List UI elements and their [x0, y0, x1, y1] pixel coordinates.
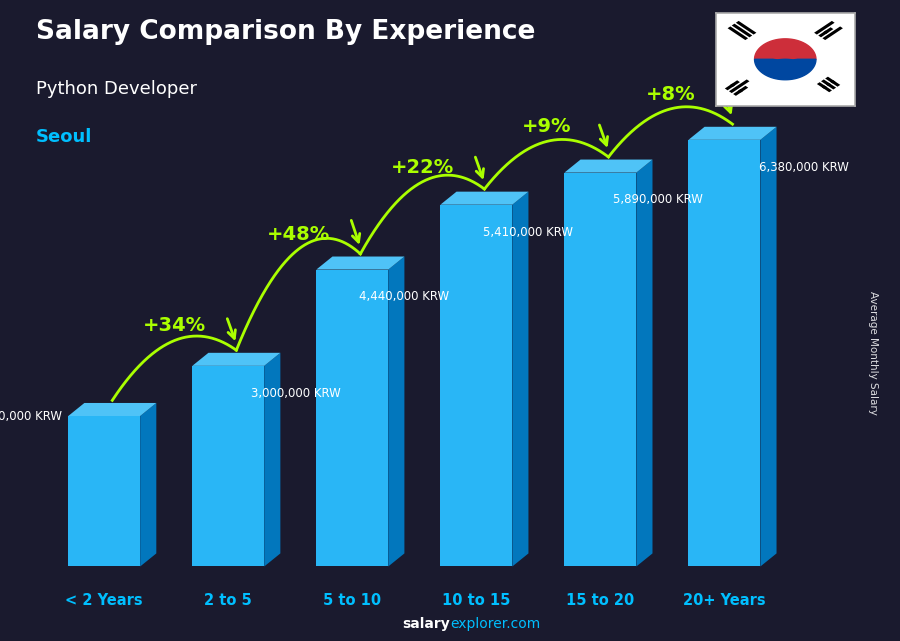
Polygon shape	[770, 60, 801, 69]
Polygon shape	[140, 403, 157, 567]
Text: Average Monthly Salary: Average Monthly Salary	[868, 290, 878, 415]
Text: Salary Comparison By Experience: Salary Comparison By Experience	[36, 19, 536, 46]
Bar	[688, 140, 760, 567]
Text: explorer.com: explorer.com	[450, 617, 540, 631]
Bar	[817, 82, 827, 89]
Bar	[729, 79, 750, 93]
Text: +48%: +48%	[266, 225, 330, 244]
Bar	[727, 26, 748, 40]
Bar	[821, 79, 832, 87]
Text: 5,410,000 KRW: 5,410,000 KRW	[482, 226, 572, 238]
Bar	[440, 204, 512, 567]
Bar	[825, 77, 835, 83]
Bar	[822, 85, 832, 92]
Bar	[724, 83, 735, 90]
Text: Seoul: Seoul	[36, 128, 93, 146]
Bar	[738, 86, 748, 92]
Bar	[818, 31, 829, 37]
Polygon shape	[636, 160, 652, 567]
Polygon shape	[760, 127, 777, 567]
Polygon shape	[688, 127, 777, 140]
Bar	[68, 416, 140, 567]
Bar	[736, 21, 756, 35]
Bar	[730, 80, 740, 87]
Text: 3,000,000 KRW: 3,000,000 KRW	[250, 387, 340, 400]
Text: +22%: +22%	[391, 158, 454, 176]
Text: 2,250,000 KRW: 2,250,000 KRW	[0, 410, 62, 422]
Text: salary: salary	[402, 617, 450, 631]
Polygon shape	[440, 192, 528, 204]
Polygon shape	[265, 353, 281, 567]
Bar	[564, 172, 636, 567]
Polygon shape	[754, 39, 816, 60]
Text: +8%: +8%	[645, 85, 696, 104]
Polygon shape	[68, 403, 157, 416]
Polygon shape	[770, 49, 801, 59]
Bar	[193, 366, 265, 567]
Bar	[823, 26, 843, 40]
Polygon shape	[564, 160, 652, 172]
Bar	[830, 80, 841, 87]
Bar	[814, 21, 834, 35]
Text: 4,440,000 KRW: 4,440,000 KRW	[358, 290, 448, 303]
Polygon shape	[512, 192, 528, 567]
Bar	[732, 24, 752, 37]
Polygon shape	[193, 353, 281, 366]
Bar	[824, 28, 833, 34]
Bar	[316, 270, 388, 567]
Bar	[826, 83, 836, 90]
Polygon shape	[316, 256, 404, 270]
Text: +34%: +34%	[143, 317, 206, 335]
Text: +9%: +9%	[522, 117, 572, 137]
Bar	[734, 89, 743, 96]
Text: Python Developer: Python Developer	[36, 80, 197, 98]
Polygon shape	[388, 256, 404, 567]
Text: 5,890,000 KRW: 5,890,000 KRW	[613, 194, 703, 206]
Polygon shape	[754, 60, 816, 79]
Text: 6,380,000 KRW: 6,380,000 KRW	[760, 161, 849, 174]
